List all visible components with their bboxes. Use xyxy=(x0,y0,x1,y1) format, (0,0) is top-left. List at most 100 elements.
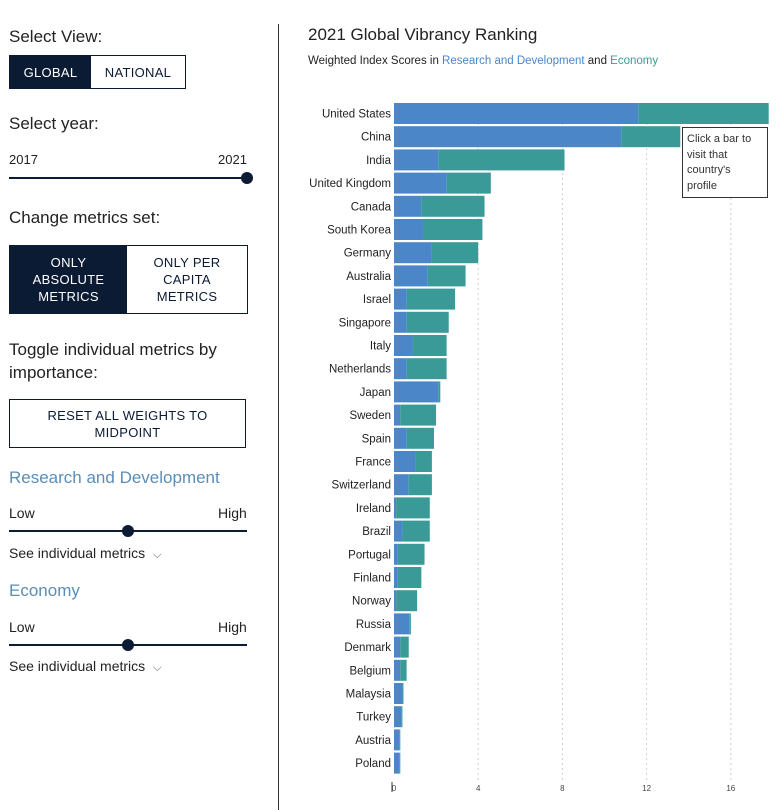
bar-rd[interactable] xyxy=(394,404,401,426)
country-label: Sweden xyxy=(349,410,391,422)
bar-economy[interactable] xyxy=(402,520,430,542)
economy-high-label: High xyxy=(218,619,247,635)
bar-economy[interactable] xyxy=(400,404,437,426)
rd-see-metrics-link[interactable]: See individual metrics ⌵ xyxy=(9,545,162,562)
bar-rd[interactable] xyxy=(394,636,401,658)
rd-high-label: High xyxy=(218,505,247,521)
year-slider-thumb[interactable] xyxy=(241,172,253,184)
bar-economy[interactable] xyxy=(406,288,456,310)
country-label: Netherlands xyxy=(329,364,391,376)
rd-weight-slider-thumb[interactable] xyxy=(122,525,134,537)
bar-rd[interactable] xyxy=(394,427,407,449)
bar-rd[interactable] xyxy=(394,683,403,704)
bar-economy[interactable] xyxy=(415,451,432,472)
chevron-down-icon: ⌵ xyxy=(153,549,162,561)
bar-rd[interactable] xyxy=(394,567,398,588)
view-toggle: GLOBAL NATIONAL xyxy=(9,55,186,89)
economy-weight-slider-thumb[interactable] xyxy=(122,639,134,651)
bar-economy[interactable] xyxy=(400,636,409,658)
bar-economy[interactable] xyxy=(438,381,441,403)
absolute-metrics-button[interactable]: ONLY ABSOLUTE METRICS xyxy=(10,246,127,313)
country-label: Canada xyxy=(351,201,392,213)
bar-economy[interactable] xyxy=(423,219,483,240)
bar-economy[interactable] xyxy=(438,149,565,171)
bar-rd[interactable] xyxy=(394,497,397,519)
bar-economy[interactable] xyxy=(396,497,430,519)
bar-economy[interactable] xyxy=(638,103,769,124)
bar-rd[interactable] xyxy=(394,149,439,171)
country-label: China xyxy=(361,132,392,144)
bar-rd[interactable] xyxy=(394,543,398,565)
bar-economy[interactable] xyxy=(408,474,432,496)
bar-economy[interactable] xyxy=(401,706,403,728)
sidebar: Select View: GLOBAL NATIONAL Select year… xyxy=(0,0,262,810)
country-label: Japan xyxy=(360,387,391,399)
bar-economy[interactable] xyxy=(621,126,681,148)
bar-economy[interactable] xyxy=(396,590,418,612)
reset-weights-button[interactable]: RESET ALL WEIGHTS TO MIDPOINT xyxy=(9,399,246,448)
bar-rd[interactable] xyxy=(394,706,402,728)
bar-economy[interactable] xyxy=(421,195,485,217)
year-max-label: 2021 xyxy=(218,152,247,167)
bar-rd[interactable] xyxy=(394,729,400,751)
bar-economy[interactable] xyxy=(427,265,466,287)
bar-economy[interactable] xyxy=(406,311,449,333)
bar-economy[interactable] xyxy=(412,335,447,356)
subtitle-prefix: Weighted Index Scores in xyxy=(308,55,443,67)
bar-rd[interactable] xyxy=(394,311,407,333)
national-button[interactable]: NATIONAL xyxy=(91,56,185,88)
bar-rd[interactable] xyxy=(394,126,622,148)
country-label: Russia xyxy=(356,619,392,631)
bar-rd[interactable] xyxy=(394,265,428,287)
bar-rd[interactable] xyxy=(394,520,403,542)
metrics-set-label: Change metrics set: xyxy=(9,208,161,227)
bar-rd[interactable] xyxy=(394,613,410,635)
bar-rd[interactable] xyxy=(394,590,397,612)
bar-economy[interactable] xyxy=(397,567,422,588)
bar-rd[interactable] xyxy=(394,172,447,194)
economy-see-metrics-link[interactable]: See individual metrics ⌵ xyxy=(9,658,162,675)
bar-rd[interactable] xyxy=(394,358,407,380)
bar-rd[interactable] xyxy=(394,659,401,681)
country-label: United States xyxy=(322,109,391,121)
bar-rd[interactable] xyxy=(394,474,409,496)
bar-economy[interactable] xyxy=(402,683,404,704)
bar-economy[interactable] xyxy=(446,172,491,194)
subtitle-rd-legend: Research and Development xyxy=(442,55,585,67)
bar-rd[interactable] xyxy=(394,242,432,264)
country-label: Denmark xyxy=(344,642,391,654)
country-label: Switzerland xyxy=(332,480,391,492)
year-slider-track[interactable] xyxy=(9,177,247,179)
bar-rd[interactable] xyxy=(394,381,439,403)
bar-economy[interactable] xyxy=(431,242,479,264)
bar-rd[interactable] xyxy=(394,195,422,217)
bar-rd[interactable] xyxy=(394,219,424,240)
country-label: Portugal xyxy=(348,549,391,561)
panel-divider xyxy=(278,24,279,810)
bar-economy[interactable] xyxy=(409,613,411,635)
bar-economy[interactable] xyxy=(406,358,447,380)
bar-economy[interactable] xyxy=(399,752,401,774)
country-label: Norway xyxy=(352,596,391,608)
country-label: Spain xyxy=(362,433,391,445)
global-button[interactable]: GLOBAL xyxy=(10,56,91,88)
bar-economy[interactable] xyxy=(406,427,434,449)
bar-economy[interactable] xyxy=(400,659,407,681)
bar-rd[interactable] xyxy=(394,451,416,472)
bar-rd[interactable] xyxy=(394,752,400,774)
country-label: Finland xyxy=(353,573,391,585)
country-label: Austria xyxy=(355,735,391,747)
bar-rd[interactable] xyxy=(394,335,413,356)
per-capita-metrics-button[interactable]: ONLY PER CAPITA METRICS xyxy=(127,246,247,313)
bar-economy[interactable] xyxy=(399,729,401,751)
chevron-down-icon: ⌵ xyxy=(153,662,162,674)
bar-rd[interactable] xyxy=(394,103,639,124)
bar-rd[interactable] xyxy=(394,288,407,310)
bar-economy[interactable] xyxy=(397,543,425,565)
country-label: Singapore xyxy=(339,317,391,329)
country-label: Poland xyxy=(355,758,391,770)
country-label: Ireland xyxy=(356,503,391,515)
toggle-metrics-label: Toggle individual metrics by importance: xyxy=(9,340,217,382)
economy-group-title: Economy xyxy=(9,581,80,600)
